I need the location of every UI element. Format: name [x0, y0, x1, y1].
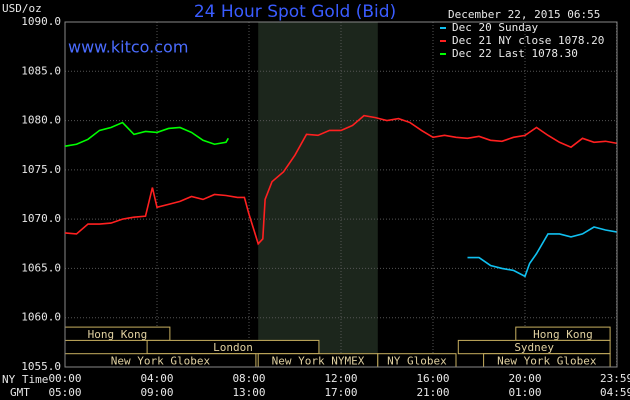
session-label: Hong Kong: [533, 328, 593, 341]
x2-tick-label: 04:59: [600, 386, 630, 399]
session-label: New York Globex: [111, 354, 211, 367]
session-label: London: [213, 341, 253, 354]
x-tick-label: 20:00: [508, 372, 541, 385]
legend-label: Dec 20 Sunday: [452, 21, 538, 34]
x-tick-label: 08:00: [232, 372, 265, 385]
y-axis-label: USD/oz: [2, 2, 42, 15]
x2-tick-label: 05:00: [48, 386, 81, 399]
x-tick-label: 16:00: [416, 372, 449, 385]
x-tick-label: 04:00: [140, 372, 173, 385]
y-tick-label: 1075.0: [21, 163, 61, 176]
timestamp: December 22, 2015 06:55: [448, 8, 600, 21]
x-axis-label: NY Time: [2, 373, 48, 386]
subtitle: www.kitco.com: [68, 38, 188, 57]
y-tick-label: 1085.0: [21, 64, 61, 77]
session-label: New York Globex: [497, 354, 597, 367]
chart-title: 24 Hour Spot Gold (Bid): [194, 2, 396, 22]
x2-tick-label: 01:00: [508, 386, 541, 399]
y-tick-label: 1065.0: [21, 261, 61, 274]
plot-frame: [64, 21, 618, 368]
series-line: [467, 226, 617, 278]
y-tick-label: 1055.0: [21, 360, 61, 373]
series-line: [64, 121, 229, 147]
shaded-region: [258, 22, 378, 367]
session-label: New York NYMEX: [272, 354, 365, 367]
x-tick-label: 00:00: [48, 372, 81, 385]
y-tick-label: 1070.0: [21, 212, 61, 225]
session-label: NY Globex: [387, 354, 447, 367]
x2-tick-label: 13:00: [232, 386, 265, 399]
legend-label: Dec 22 Last 1078.30: [452, 47, 578, 60]
y-tick-label: 1090.0: [21, 15, 61, 28]
series-line: [64, 114, 617, 246]
x2-tick-label: 17:00: [324, 386, 357, 399]
x2-tick-label: 09:00: [140, 386, 173, 399]
x-tick-label: 23:59: [600, 372, 630, 385]
y-tick-label: 1060.0: [21, 311, 61, 324]
x-tick-label: 12:00: [324, 372, 357, 385]
legend-label: Dec 21 NY close 1078.20: [452, 34, 604, 47]
session-label: Sydney: [514, 341, 554, 354]
x2-tick-label: 21:00: [416, 386, 449, 399]
x2-axis-label: GMT: [10, 386, 30, 399]
session-label: Hong Kong: [88, 328, 148, 341]
y-tick-label: 1080.0: [21, 114, 61, 127]
